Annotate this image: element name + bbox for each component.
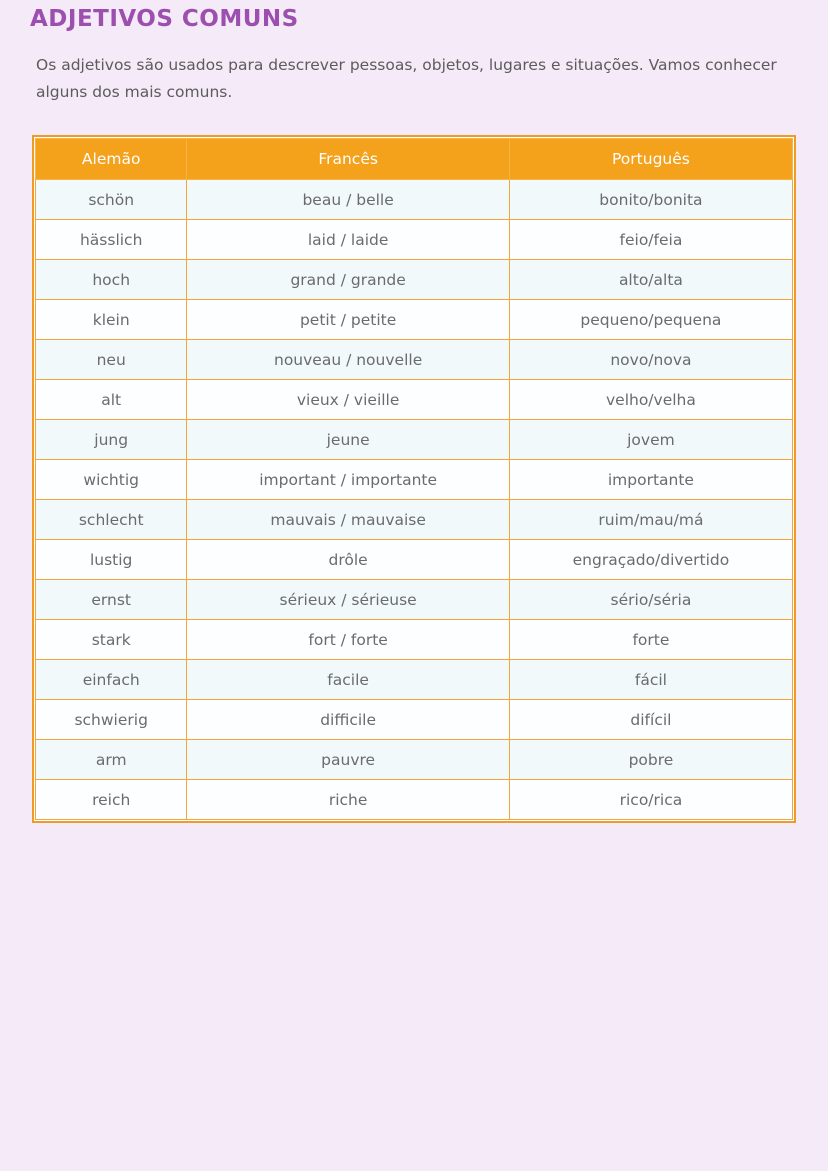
column-header: Francês	[186, 138, 510, 180]
table-cell: importante	[508, 459, 794, 500]
table-cell: schlecht	[34, 499, 188, 540]
table-header-row: Alemão Francês Português	[34, 138, 794, 180]
table-row: wichtig important / importante importante	[34, 459, 794, 500]
table-cell: nouveau / nouvelle	[186, 339, 510, 380]
table-cell: einfach	[34, 659, 188, 700]
table-cell: novo/nova	[508, 339, 794, 380]
table-row: reich riche rico/rica	[34, 779, 794, 820]
table-cell: feio/feia	[508, 219, 794, 260]
table-cell: mauvais / mauvaise	[186, 499, 510, 540]
column-header: Português	[508, 138, 794, 180]
table-cell: engraçado/divertido	[508, 539, 794, 580]
table-cell: hoch	[34, 259, 188, 300]
table-cell: ruim/mau/má	[508, 499, 794, 540]
table-cell: pauvre	[186, 739, 510, 780]
table-row: schön beau / belle bonito/bonita	[34, 179, 794, 220]
table-row: lustig drôle engraçado/divertido	[34, 539, 794, 580]
table-cell: wichtig	[34, 459, 188, 500]
table-cell: pequeno/pequena	[508, 299, 794, 340]
table-cell: beau / belle	[186, 179, 510, 220]
table-row: einfach facile fácil	[34, 659, 794, 700]
adjectives-table-wrapper: Alemão Francês Português schön beau / belle…	[32, 135, 796, 823]
table-cell: reich	[34, 779, 188, 820]
table-row: hässlich laid / laide feio/feia	[34, 219, 794, 260]
table-head: Alemão Francês Português	[34, 138, 794, 180]
table-cell: rico/rica	[508, 779, 794, 820]
table-cell: arm	[34, 739, 188, 780]
table-row: klein petit / petite pequeno/pequena	[34, 299, 794, 340]
column-header: Alemão	[34, 138, 188, 180]
table-row: arm pauvre pobre	[34, 739, 794, 780]
table-cell: facile	[186, 659, 510, 700]
table-cell: velho/velha	[508, 379, 794, 420]
table-cell: alt	[34, 379, 188, 420]
table-cell: schwierig	[34, 699, 188, 740]
table-body: schön beau / belle bonito/bonita hässlich la…	[34, 179, 794, 820]
table-cell: fácil	[508, 659, 794, 700]
table-cell: jovem	[508, 419, 794, 460]
table-cell: lustig	[34, 539, 188, 580]
table-cell: vieux / vieille	[186, 379, 510, 420]
table-cell: pobre	[508, 739, 794, 780]
table-cell: hässlich	[34, 219, 188, 260]
page-title: ADJETIVOS COMUNS	[30, 6, 299, 32]
table-row: alt vieux / vieille velho/velha	[34, 379, 794, 420]
table-row: stark fort / forte forte	[34, 619, 794, 660]
table-row: ernst sérieux / sérieuse sério/séria	[34, 579, 794, 620]
table-row: schwierig difficile difícil	[34, 699, 794, 740]
table-cell: stark	[34, 619, 188, 660]
table-cell: klein	[34, 299, 188, 340]
adjectives-table: Alemão Francês Português schön beau / belle…	[34, 138, 794, 820]
table-cell: neu	[34, 339, 188, 380]
table-row: hoch grand / grande alto/alta	[34, 259, 794, 300]
table-cell: riche	[186, 779, 510, 820]
table-cell: important / importante	[186, 459, 510, 500]
table-cell: sério/séria	[508, 579, 794, 620]
table-cell: schön	[34, 179, 188, 220]
table-cell: grand / grande	[186, 259, 510, 300]
table-row: jung jeune jovem	[34, 419, 794, 460]
table-row: neu nouveau / nouvelle novo/nova	[34, 339, 794, 380]
table-cell: alto/alta	[508, 259, 794, 300]
table-cell: petit / petite	[186, 299, 510, 340]
document-page: ADJETIVOS COMUNS Os adjetivos são usados…	[30, 6, 796, 823]
table-cell: fort / forte	[186, 619, 510, 660]
table-cell: laid / laide	[186, 219, 510, 260]
table-cell: drôle	[186, 539, 510, 580]
table-row: schlecht mauvais / mauvaise ruim/mau/má	[34, 499, 794, 540]
table-cell: jeune	[186, 419, 510, 460]
table-cell: ernst	[34, 579, 188, 620]
table-cell: sérieux / sérieuse	[186, 579, 510, 620]
table-cell: difícil	[508, 699, 794, 740]
table-cell: difficile	[186, 699, 510, 740]
table-cell: jung	[34, 419, 188, 460]
intro-paragraph: Os adjetivos são usados para descrever p…	[36, 56, 777, 101]
table-cell: bonito/bonita	[508, 179, 794, 220]
table-cell: forte	[508, 619, 794, 660]
